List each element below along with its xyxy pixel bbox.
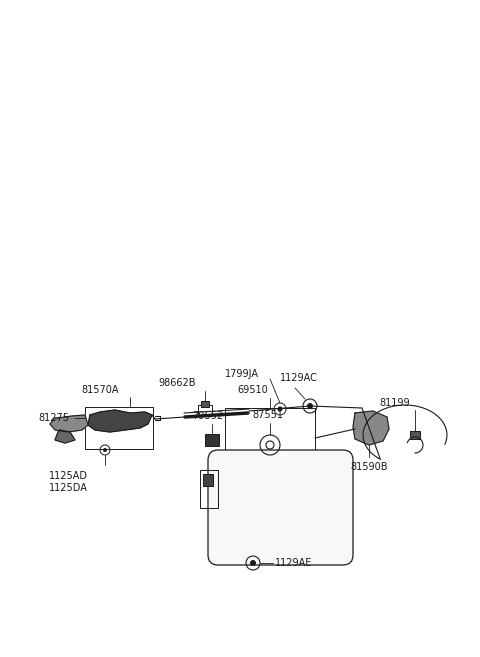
FancyBboxPatch shape <box>208 450 353 565</box>
Bar <box>225 408 315 468</box>
Circle shape <box>307 403 313 409</box>
Bar <box>201 401 209 407</box>
Text: 1125AD: 1125AD <box>48 471 87 481</box>
Text: 81590B: 81590B <box>350 462 387 472</box>
Bar <box>198 405 212 415</box>
Polygon shape <box>88 410 152 432</box>
Circle shape <box>277 407 283 411</box>
Polygon shape <box>55 430 75 443</box>
Text: 69510: 69510 <box>237 385 268 395</box>
Bar <box>410 431 420 439</box>
Text: 87551: 87551 <box>252 410 283 420</box>
Circle shape <box>250 560 256 566</box>
Text: 1799JA: 1799JA <box>225 369 259 379</box>
Polygon shape <box>50 415 88 432</box>
Bar <box>85 407 153 449</box>
Text: 81275: 81275 <box>38 413 69 423</box>
Text: 79552: 79552 <box>192 411 223 421</box>
Text: 1125DA: 1125DA <box>48 483 87 493</box>
Text: 1129AC: 1129AC <box>280 373 318 383</box>
Text: 1129AE: 1129AE <box>275 558 312 568</box>
Text: 98662B: 98662B <box>158 378 196 388</box>
Text: 81199: 81199 <box>380 398 410 408</box>
Bar <box>203 474 213 486</box>
Bar <box>200 470 218 508</box>
Text: 81570A: 81570A <box>81 385 119 395</box>
Polygon shape <box>353 411 389 445</box>
Bar <box>205 434 219 446</box>
Circle shape <box>103 448 107 452</box>
